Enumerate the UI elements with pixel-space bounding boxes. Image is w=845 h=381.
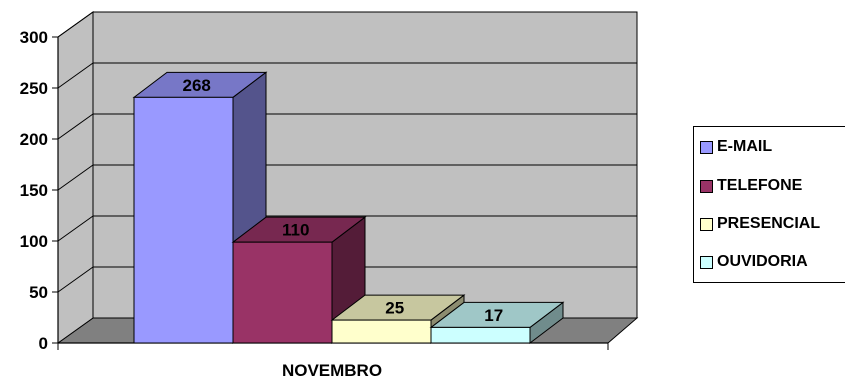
gridline-side [57, 62, 94, 89]
y-tick-label: 100 [20, 232, 48, 251]
gridline-side [57, 11, 94, 38]
gridline-side [57, 113, 94, 140]
legend-swatch-telefone [700, 179, 713, 193]
data-label-telefone: 110 [282, 221, 309, 240]
x-category-label: NOVEMBRO [282, 361, 382, 380]
y-tick-label: 50 [29, 283, 48, 302]
bars [132, 71, 565, 345]
y-tick-label: 200 [20, 130, 48, 149]
legend: E-MAIL TELEFONE PRESENCIAL OUVIDORIA [693, 126, 845, 283]
gridline-side [57, 164, 94, 191]
y-tick-label: 150 [20, 181, 48, 200]
legend-label-email: E-MAIL [717, 138, 773, 155]
data-label-ouvidoria: 17 [484, 306, 503, 325]
legend-label-telefone: TELEFONE [717, 177, 803, 194]
y-axis-ticks: 0 50 100 150 200 250 300 [20, 28, 58, 353]
bar-telefone [232, 241, 333, 344]
legend-label-ouvidoria: OUVIDORIA [717, 253, 808, 270]
bar-ouvidoria [430, 326, 531, 344]
bar-presencial [331, 319, 432, 344]
gridline-side [57, 266, 94, 293]
gridline-side [57, 215, 94, 242]
y-tick-label: 0 [39, 334, 48, 353]
data-labels: 268 110 25 17 [183, 76, 504, 325]
data-label-e-mail: 268 [183, 76, 211, 95]
legend-item-telefone: TELEFONE [700, 176, 802, 196]
legend-swatch-email [700, 140, 713, 154]
y-tick-label: 300 [20, 28, 48, 47]
legend-item-ouvidoria: OUVIDORIA [700, 252, 808, 272]
legend-item-presencial: PRESENCIAL [700, 214, 820, 234]
legend-item-email: E-MAIL [700, 137, 772, 157]
data-label-presencial: 25 [385, 299, 404, 318]
legend-swatch-presencial [700, 217, 713, 231]
bar-e-mail [133, 96, 234, 344]
y-tick-label: 250 [20, 79, 48, 98]
legend-swatch-ouvidoria [700, 255, 713, 269]
legend-label-presencial: PRESENCIAL [717, 215, 821, 232]
